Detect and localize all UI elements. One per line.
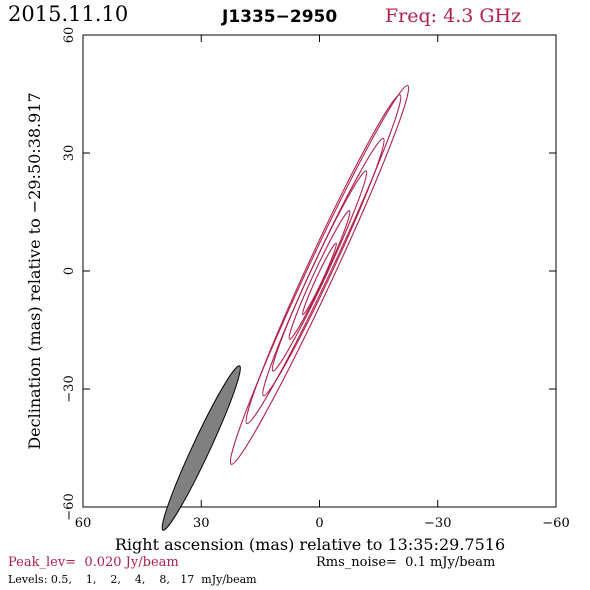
y-tick-label-4: 60 [62,27,77,44]
rms-noise: Rms_noise= 0.1 mJy/beam [316,555,495,570]
observation-date: 2015.11.10 [8,2,128,26]
source-name: J1335−2950 [221,7,337,27]
x-tick-label-1: 30 [193,516,210,531]
y-tick-label-2: 0 [62,267,77,275]
contour-levels: Levels: 0.5, 1, 2, 4, 8, 17 mJy/beam [8,573,257,586]
contour-set [229,84,410,465]
x-tick-labels: 60 30 0 −30 −60 [75,516,570,531]
contour-level-3 [271,170,368,372]
x-tick-label-3: −30 [424,516,451,531]
x-tick-label-0: 60 [75,516,92,531]
beam-ellipse [161,365,241,531]
contour-level-0 [229,84,410,465]
contour-level-4 [288,210,351,340]
x-tick-label-4: −60 [542,516,569,531]
peak-level: Peak_lev= 0.020 Jy/beam [8,555,179,570]
y-tick-label-0: −60 [62,493,77,520]
contour-level-2 [262,137,385,397]
beam-shape [161,365,241,531]
plot-area [82,34,557,531]
y-axis-label: Declination (mas) relative to −29:50:38.… [25,92,44,449]
y-tick-label-1: −30 [62,375,77,402]
contour-level-1 [245,94,402,425]
axis-ticks [82,34,557,508]
y-tick-labels: −60 −30 0 30 60 [62,27,77,521]
x-tick-label-2: 0 [315,516,323,531]
contour-level-5 [302,242,337,316]
frequency-label: Freq: 4.3 GHz [385,5,521,27]
y-tick-label-3: 30 [62,145,77,162]
x-axis-label: Right ascension (mas) relative to 13:35:… [115,535,505,554]
